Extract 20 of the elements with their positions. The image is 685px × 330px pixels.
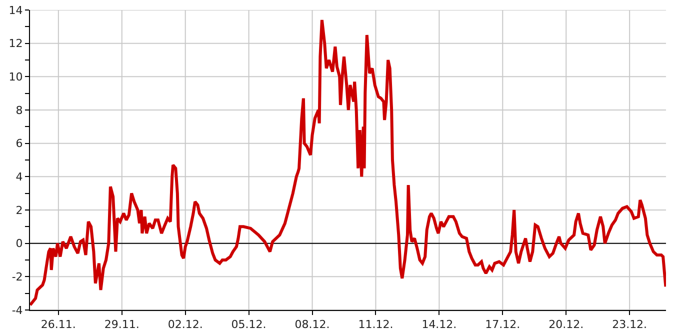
y-tick-label: -4 xyxy=(12,304,23,317)
y-tick-label: 2 xyxy=(16,204,23,217)
x-tick-label: 29.11. xyxy=(104,318,140,330)
x-tick-label: 08.12. xyxy=(294,318,330,330)
x-tick-label: 11.12. xyxy=(358,318,394,330)
x-tick-label: 14.12. xyxy=(422,318,457,330)
x-tick-label: 17.12. xyxy=(485,318,520,330)
y-tick-label: 6 xyxy=(16,137,23,150)
x-tick-label: 23.12. xyxy=(612,318,648,330)
y-tick-label: 10 xyxy=(8,70,23,84)
y-tick-label: 12 xyxy=(8,37,23,50)
y-tick-label: 4 xyxy=(16,170,23,184)
x-tick-label: 20.12. xyxy=(548,318,584,330)
x-tick-label: 05.12. xyxy=(231,318,266,330)
y-tick-label: 0 xyxy=(16,237,23,250)
y-tick-label: -2 xyxy=(12,270,23,284)
x-tick-label: 26.11. xyxy=(40,318,76,330)
x-tick-label: 02.12. xyxy=(168,318,203,330)
y-tick-label: 14 xyxy=(8,4,23,17)
y-tick-label: 8 xyxy=(16,104,23,117)
